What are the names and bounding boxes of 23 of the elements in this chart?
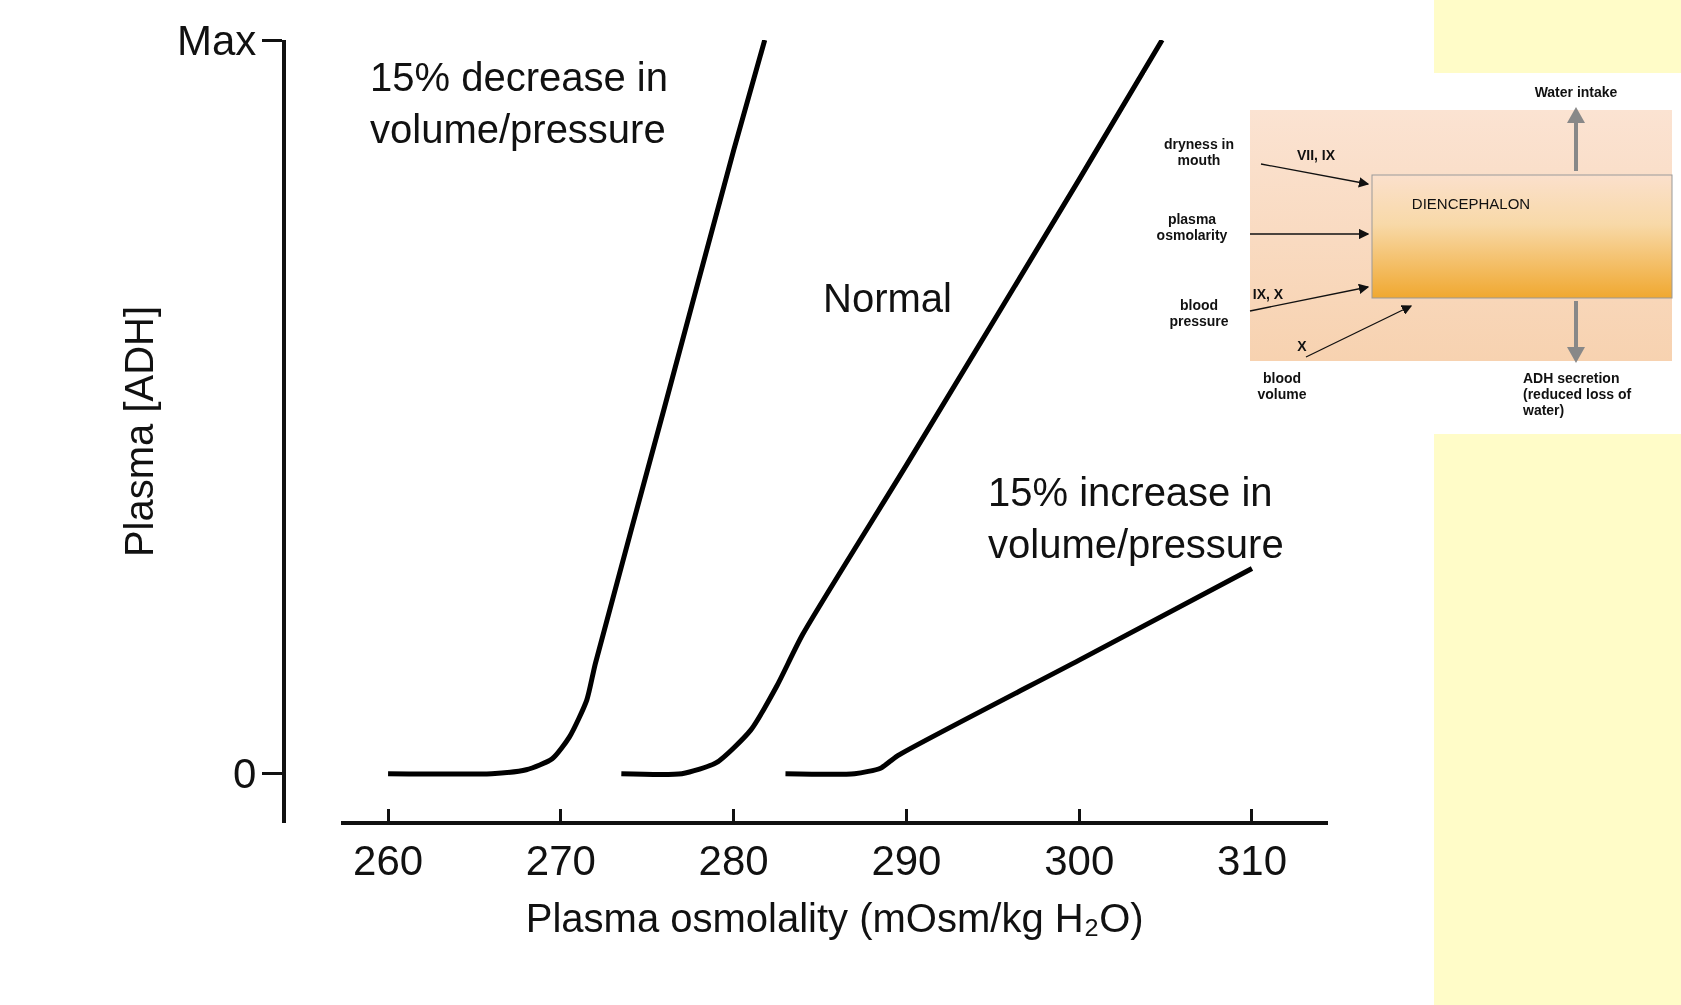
annotation: IX, X bbox=[1251, 286, 1285, 302]
x-tick-label: 280 bbox=[698, 837, 769, 885]
annotation: plasma osmolarity bbox=[1155, 211, 1229, 243]
series-label: 15% decrease in volume/pressure bbox=[370, 55, 668, 151]
x-tick-label: 290 bbox=[871, 837, 942, 885]
text: Max bbox=[177, 17, 257, 64]
x-axis-title: Plasma osmolality (mOsm/kg H₂O) bbox=[525, 896, 1144, 941]
text: 0 bbox=[233, 750, 257, 797]
series-label: 15% increase in volume/pressure bbox=[988, 470, 1284, 566]
text: ADH secretion (reduced loss of water) bbox=[1523, 370, 1632, 418]
text: Water intake bbox=[1534, 84, 1618, 100]
text: DIENCEPHALON bbox=[1411, 194, 1531, 212]
annotation: blood volume bbox=[1256, 370, 1308, 402]
series-label: Normal bbox=[823, 276, 952, 320]
annotation: VII, IX bbox=[1295, 147, 1337, 163]
annotation: X bbox=[1296, 338, 1308, 354]
x-tick-label: 300 bbox=[1044, 837, 1115, 885]
x-tick-label: 270 bbox=[525, 837, 596, 885]
y-axis-title: Plasma [ADH] bbox=[117, 305, 161, 558]
x-tick-label: 260 bbox=[353, 837, 424, 885]
annotation: blood pressure bbox=[1168, 297, 1230, 329]
x-tick-label: 310 bbox=[1216, 837, 1288, 885]
annotation: dryness in mouth bbox=[1163, 136, 1235, 168]
